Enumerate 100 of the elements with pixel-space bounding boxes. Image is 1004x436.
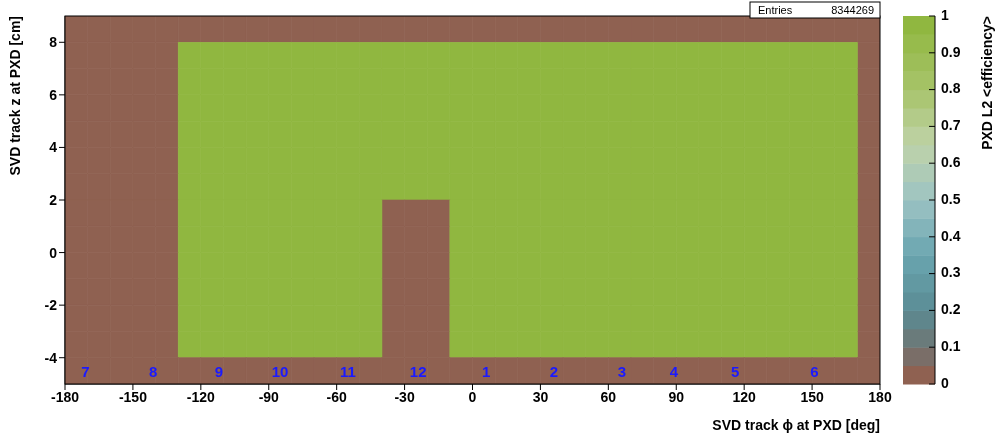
annotation: 3 (617, 363, 627, 381)
annotation: 4 (669, 363, 679, 381)
point (426, 252, 451, 280)
point (834, 278, 858, 306)
point (381, 41, 405, 69)
point (743, 331, 768, 359)
text: Entries (758, 4, 793, 16)
point (177, 199, 202, 227)
point (177, 120, 202, 148)
point (449, 199, 473, 227)
point (449, 252, 473, 280)
point (562, 331, 586, 359)
point (653, 41, 677, 69)
y-tick-label: -4 (44, 349, 58, 366)
point (359, 199, 383, 227)
y-tick-label: 2 (49, 191, 58, 208)
point (834, 173, 858, 201)
point (630, 16, 654, 43)
point (200, 41, 224, 69)
point (834, 147, 858, 175)
annotation: 8 (149, 363, 158, 381)
point (630, 357, 654, 384)
point (811, 331, 836, 359)
color-bar-label: 0.9 (941, 43, 961, 60)
point (336, 16, 360, 43)
point (698, 357, 722, 384)
point (834, 41, 858, 69)
point (359, 357, 383, 384)
y-tick-label: 0 (49, 244, 58, 261)
point (585, 16, 609, 43)
x-tick-label: 30 (532, 388, 549, 405)
point (359, 225, 383, 253)
x-tick-label: -180 (50, 388, 80, 405)
point (155, 173, 179, 201)
point (381, 304, 405, 332)
point (109, 357, 134, 384)
point (336, 331, 360, 359)
color-bar-label: 0.5 (941, 190, 961, 207)
point (155, 68, 179, 96)
point (585, 357, 609, 384)
point (381, 357, 405, 384)
point (245, 16, 270, 43)
point (449, 357, 473, 384)
point (494, 41, 519, 69)
point (834, 94, 858, 122)
x-axis-title: SVD track ϕ at PXD [deg] (712, 417, 880, 433)
point (766, 41, 790, 69)
annotation: 12 (409, 363, 427, 381)
text: 8344269 (831, 4, 874, 16)
y-tick-label: 6 (49, 86, 58, 103)
point (857, 120, 880, 148)
point (177, 331, 202, 359)
point (359, 41, 383, 69)
point (562, 357, 586, 384)
x-tick-label: 120 (732, 388, 757, 405)
point (675, 41, 700, 69)
annotation: 5 (730, 363, 740, 381)
color-bar-label: 0.1 (941, 337, 961, 354)
point (426, 357, 451, 384)
point (472, 41, 496, 69)
point (585, 41, 609, 69)
point (698, 331, 722, 359)
point (834, 304, 858, 332)
point (517, 41, 541, 69)
point (585, 331, 609, 359)
point (155, 225, 179, 253)
x-tick-label: 60 (600, 388, 617, 405)
point (268, 16, 292, 43)
point (608, 41, 632, 69)
point (245, 41, 270, 69)
annotation: 9 (214, 363, 224, 381)
point (177, 225, 202, 253)
point (155, 41, 179, 69)
point (426, 304, 451, 332)
point (721, 331, 745, 359)
point (675, 331, 700, 359)
point (834, 120, 858, 148)
point (698, 16, 722, 43)
point (426, 199, 451, 227)
point (426, 173, 451, 201)
point (426, 331, 451, 359)
x-tick-label: -30 (394, 388, 415, 405)
point (630, 331, 654, 359)
point (517, 331, 541, 359)
point (834, 331, 858, 359)
point (177, 94, 202, 122)
point (359, 252, 383, 280)
point (857, 199, 880, 227)
point (155, 278, 179, 306)
y-tick-label: 8 (49, 34, 58, 51)
y-axis-title: SVD track z at PXD [cm] (7, 16, 23, 176)
point (766, 357, 790, 384)
x-tick-label: 0 (468, 388, 477, 405)
annotation: 7 (81, 363, 90, 381)
point (494, 16, 519, 43)
point (336, 41, 360, 69)
point (87, 357, 111, 384)
point (834, 199, 858, 227)
point (608, 331, 632, 359)
point (857, 304, 880, 332)
